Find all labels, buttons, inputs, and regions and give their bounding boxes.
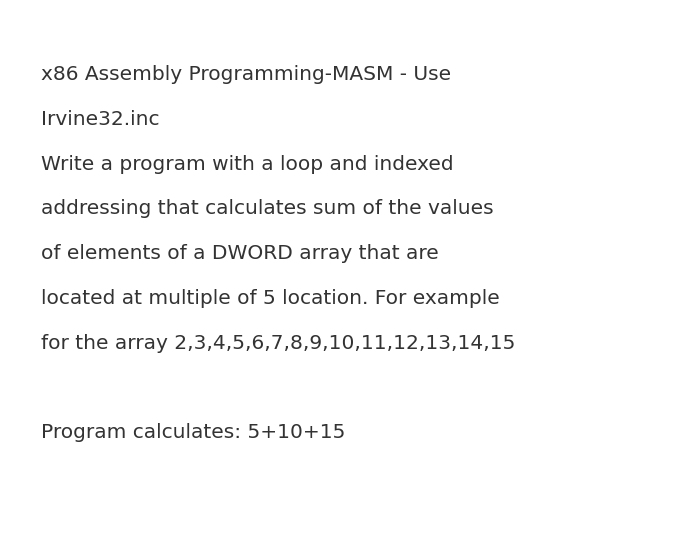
Text: of elements of a DWORD array that are: of elements of a DWORD array that are [41,244,438,263]
Text: addressing that calculates sum of the values: addressing that calculates sum of the va… [41,199,493,219]
Text: x86 Assembly Programming-MASM - Use: x86 Assembly Programming-MASM - Use [41,65,451,84]
Text: for the array 2,3,4,5,6,7,8,9,10,11,12,13,14,15: for the array 2,3,4,5,6,7,8,9,10,11,12,1… [41,334,515,353]
Text: located at multiple of 5 location. For example: located at multiple of 5 location. For e… [41,289,499,308]
Text: Irvine32.inc: Irvine32.inc [41,110,159,129]
Text: Program calculates: 5+10+15: Program calculates: 5+10+15 [41,423,345,442]
Text: Write a program with a loop and indexed: Write a program with a loop and indexed [41,155,453,174]
